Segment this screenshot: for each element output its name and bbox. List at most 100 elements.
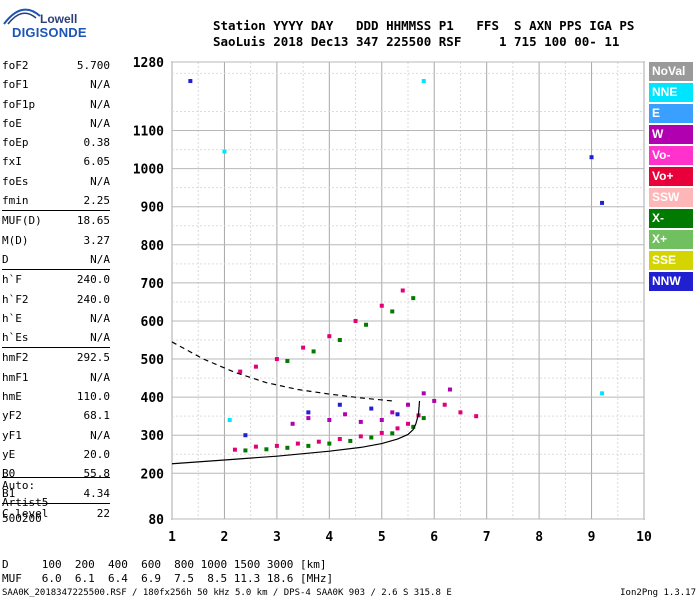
param-row: MUF(D) 18.65: [2, 211, 110, 230]
param-row: foF1 N/A: [2, 75, 110, 94]
extrapolated-profile: [171, 341, 393, 402]
x-tick-label: 6: [430, 530, 438, 545]
echo-point: [306, 443, 311, 448]
param-name: foE: [2, 116, 22, 130]
echo-point: [290, 421, 295, 426]
param-value: 55.8: [83, 467, 111, 481]
echo-point: [421, 79, 426, 84]
param-value: N/A: [90, 78, 110, 92]
x-tick-label: 9: [588, 530, 596, 545]
param-row: B1 4.34: [2, 484, 110, 503]
param-name: hmF1: [2, 370, 29, 384]
header-line1: Station YYYY DAY DDD HHMMSS P1 FFS S AXN…: [213, 18, 635, 33]
echo-point: [222, 149, 227, 154]
legend-item: X+: [649, 230, 693, 249]
param-name: h`F: [2, 273, 22, 287]
echo-point: [337, 338, 342, 343]
param-name: h`Es: [2, 331, 29, 345]
echo-point: [421, 416, 426, 421]
x-tick-label: 1: [168, 530, 176, 545]
param-separator: [2, 210, 110, 212]
param-value: N/A: [90, 370, 110, 384]
param-name: C-level: [2, 506, 49, 520]
echo-point: [369, 435, 374, 440]
param-name: yE: [2, 447, 16, 461]
param-value: 4.34: [83, 486, 111, 500]
echo-point: [364, 322, 369, 327]
muf-row: MUF 6.0 6.1 6.4 6.9 7.5 8.5 11.3 18.6 [M…: [2, 572, 334, 585]
param-row: foF1p N/A: [2, 95, 110, 114]
x-tick-label: 2: [221, 530, 229, 545]
param-separator: [2, 269, 110, 271]
x-tick-label: 10: [636, 530, 652, 545]
param-name: foF2: [2, 59, 29, 72]
echo-point: [243, 433, 248, 438]
echo-point: [327, 334, 332, 339]
param-row: hmF1 N/A: [2, 368, 110, 387]
echo-point: [301, 345, 306, 350]
param-name: B0: [2, 467, 16, 481]
echo-point: [311, 349, 316, 354]
echo-point: [274, 357, 279, 362]
param-row: hmE 110.0: [2, 387, 110, 406]
legend-item: SSW: [649, 188, 693, 207]
echo-point: [379, 430, 384, 435]
echo-point: [238, 369, 243, 374]
param-row: fxI 6.05: [2, 152, 110, 171]
param-row: h`F2 240.0: [2, 290, 110, 309]
y-tick-label: 400: [141, 391, 165, 406]
echo-point: [395, 426, 400, 431]
param-value: 68.1: [83, 409, 111, 423]
distance-row: D 100 200 400 600 800 1000 1500 3000 [km…: [2, 558, 327, 571]
logo-line1: Lowell: [40, 12, 78, 26]
param-value: N/A: [90, 311, 110, 325]
station-header: Station YYYY DAY DDD HHMMSS P1 FFS S AXN…: [213, 18, 634, 50]
lowell-digisonde-logo: Lowell DIGISONDE: [2, 4, 87, 44]
param-value: 240.0: [76, 292, 110, 306]
param-value: 6.05: [83, 155, 111, 169]
param-name: foF1p: [2, 97, 36, 111]
echo-point: [474, 414, 479, 419]
echo-point: [343, 412, 348, 417]
legend-item: X-: [649, 209, 693, 228]
echo-point: [390, 431, 395, 436]
header-line2: SaoLuis 2018 Dec13 347 225500 RSF 1 715 …: [213, 34, 620, 49]
param-value: N/A: [90, 252, 110, 266]
y-tick-label: 700: [141, 277, 165, 292]
echo-point: [400, 288, 405, 293]
param-separator: [2, 502, 110, 504]
param-row: C-level 22: [2, 504, 110, 523]
echo-point: [390, 309, 395, 314]
echo-point: [358, 434, 363, 439]
x-tick-label: 7: [483, 530, 491, 545]
autoscale-info: Auto: Artist5 500200: [2, 477, 110, 528]
y-tick-label: 600: [141, 315, 165, 330]
echo-point: [316, 439, 321, 444]
echo-point: [600, 200, 605, 205]
y-tick-label: 1280: [133, 56, 164, 71]
echo-point: [348, 438, 353, 443]
echo-point: [285, 358, 290, 363]
param-row: M(D) 3.27: [2, 231, 110, 250]
param-name: fxI: [2, 155, 22, 169]
echo-point: [337, 437, 342, 442]
param-value: 110.0: [76, 390, 110, 404]
polarization-legend: NoVal NNE E W Vo- Vo+ SSW X- X+ SSE NNW: [649, 62, 693, 293]
echo-point: [589, 155, 594, 160]
x-tick-label: 3: [273, 530, 281, 545]
x-tick-label: 8: [535, 530, 543, 545]
echo-point: [421, 391, 426, 396]
echo-point: [447, 387, 452, 392]
echo-point: [395, 412, 400, 417]
param-value: N/A: [90, 116, 110, 130]
legend-item: NNW: [649, 272, 693, 291]
param-name: B1: [2, 486, 16, 500]
y-tick-label: 800: [141, 239, 165, 254]
echo-point: [306, 410, 311, 415]
echo-point: [406, 421, 410, 426]
echo-point: [411, 424, 416, 429]
echo-point: [227, 417, 232, 422]
x-tick-label: 4: [325, 530, 333, 545]
param-row: foE N/A: [2, 114, 110, 133]
